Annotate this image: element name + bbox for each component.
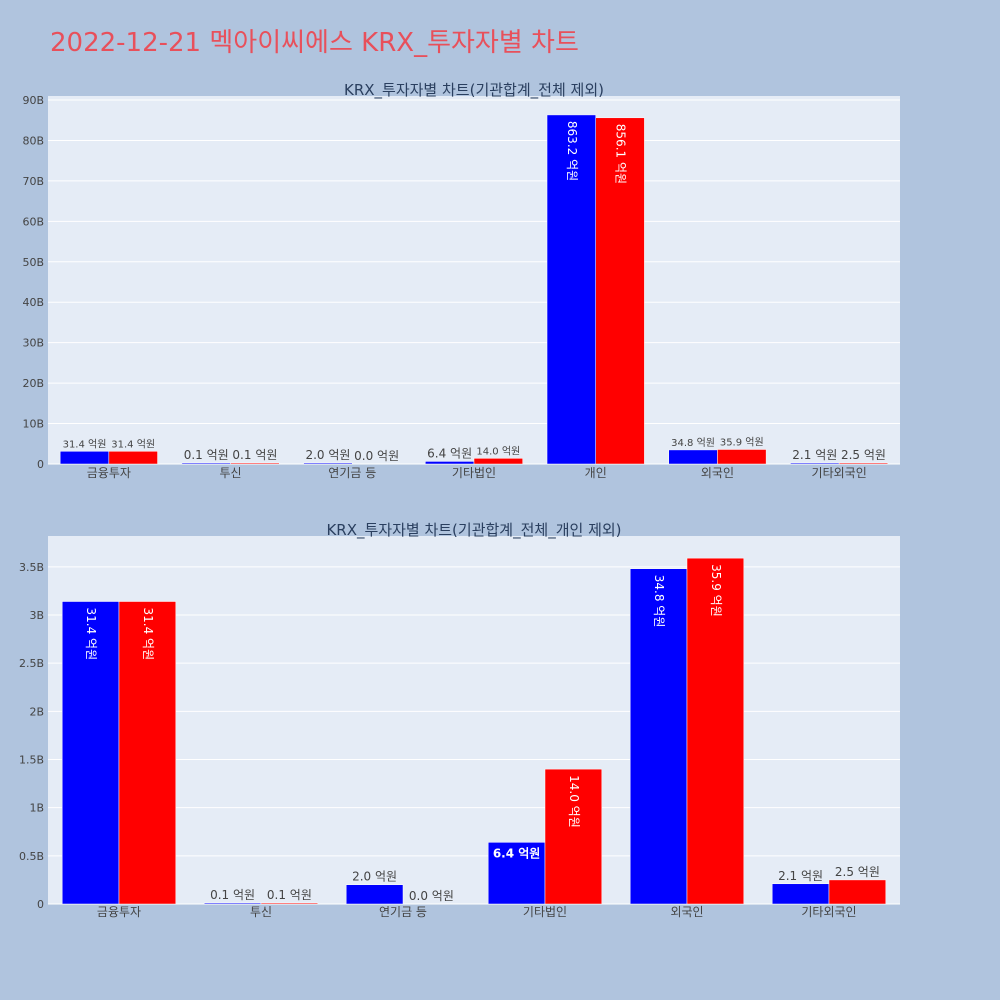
bar-buy — [771, 883, 830, 905]
y-tick-label: 80B — [22, 134, 44, 147]
plot-area — [48, 96, 900, 464]
x-tick-label: 연기금 등 — [328, 466, 376, 480]
plot-area — [48, 536, 900, 904]
bar-sell — [473, 458, 523, 465]
data-label: 0.0 억원 — [409, 889, 454, 903]
data-label: 31.4 억원 — [63, 438, 107, 450]
data-label: 2.5 억원 — [841, 448, 886, 462]
data-label: 6.4 억원 — [493, 846, 541, 860]
y-tick-label: 50B — [22, 256, 44, 269]
y-tick-label: 2B — [29, 705, 44, 718]
x-tick-label: 기타외국인 — [801, 905, 856, 919]
y-tick-label: 0 — [37, 458, 44, 471]
data-label: 34.8 억원 — [652, 575, 666, 628]
bar-buy — [61, 601, 120, 905]
data-label: 2.1 억원 — [792, 448, 837, 462]
bar-buy — [303, 462, 353, 465]
x-tick-label: 개인 — [585, 466, 607, 480]
data-label: 0.1 억원 — [232, 448, 277, 462]
bar-buy — [181, 462, 231, 465]
x-tick-label: 금융투자 — [97, 905, 141, 919]
bar-sell — [595, 117, 645, 465]
bar-buy — [425, 461, 475, 465]
chart-title: KRX_투자자별 차트(기관합계_전체_개인 제외) — [326, 521, 621, 540]
chart-1: 0 10B 20B 30B 40B 50B 60B 70B 80B 90B KRX_투자자별 차트(… — [22, 81, 900, 480]
bar-buy — [668, 449, 718, 465]
y-tick-label: 40B — [22, 296, 44, 309]
bar-sell — [717, 449, 767, 465]
x-tick-label: 금융투자 — [87, 466, 131, 480]
y-tick-label: 1B — [29, 802, 44, 815]
data-label: 2.0 억원 — [305, 448, 350, 462]
data-label: 31.4 억원 — [141, 608, 155, 661]
y-tick-label: 0 — [37, 898, 44, 911]
data-label: 2.0 억원 — [352, 870, 397, 884]
y-tick-label: 2.5B — [19, 657, 44, 670]
data-label: 14.0 억원 — [567, 775, 581, 828]
bar-sell — [118, 601, 177, 905]
y-tick-label: 0.5B — [19, 850, 44, 863]
chart-2: 0 0.5B 1B 1.5B 2B 2.5B 3B 3.5B KRX_투자자별 차트(기관합계_… — [19, 521, 900, 919]
data-label: 31.4 억원 — [84, 608, 98, 661]
x-tick-label: 외국인 — [670, 905, 703, 919]
x-tick-label: 연기금 등 — [379, 905, 427, 919]
data-label: 0.1 억원 — [267, 888, 312, 902]
data-label: 35.9 억원 — [720, 436, 764, 448]
bar-sell — [828, 879, 887, 905]
data-label: 35.9 억원 — [709, 564, 723, 617]
page-title: 2022-12-21 멕아이씨에스 KRX_투자자별 차트 — [50, 28, 579, 58]
bar-buy — [203, 902, 262, 905]
x-tick-label: 외국인 — [701, 466, 734, 480]
y-tick-label: 20B — [22, 377, 44, 390]
y-tick-label: 3B — [29, 609, 44, 622]
y-tick-label: 30B — [22, 337, 44, 350]
y-tick-label: 90B — [22, 94, 44, 107]
y-tick-label: 70B — [22, 175, 44, 188]
x-tick-label: 기타법인 — [452, 466, 496, 480]
bar-buy — [790, 462, 840, 465]
bar-sell — [108, 451, 158, 465]
bar-buy — [59, 451, 110, 465]
y-tick-label: 10B — [22, 418, 44, 431]
data-label: 6.4 억원 — [427, 446, 472, 460]
data-label: 2.1 억원 — [778, 869, 823, 883]
data-label: 856.1 억원 — [614, 124, 628, 184]
bar-sell — [544, 768, 603, 905]
bar-sell — [838, 462, 889, 465]
bar-buy — [629, 568, 688, 905]
x-tick-label: 투신 — [220, 466, 242, 480]
x-tick-label: 기타외국인 — [812, 466, 867, 480]
bar-buy — [345, 884, 404, 905]
bar-sell — [230, 462, 280, 465]
x-tick-label: 투신 — [250, 905, 272, 919]
chart-title: KRX_투자자별 차트(기관합계_전체 제외) — [344, 81, 604, 100]
y-tick-label: 3.5B — [19, 561, 44, 574]
y-tick-label: 60B — [22, 215, 44, 228]
data-label: 0.1 억원 — [210, 888, 255, 902]
data-label: 34.8 억원 — [671, 437, 715, 449]
bar-sell — [686, 557, 745, 905]
data-label: 31.4 억원 — [111, 438, 155, 450]
data-label: 0.0 억원 — [354, 449, 399, 463]
y-tick-label: 1.5B — [19, 753, 44, 766]
bar-sell — [260, 902, 319, 905]
bar-buy — [546, 114, 596, 465]
data-label: 863.2 억원 — [565, 121, 579, 181]
data-label: 2.5 억원 — [835, 865, 880, 879]
data-label: 0.1 억원 — [184, 448, 229, 462]
x-tick-label: 기타법인 — [523, 905, 567, 919]
data-label: 14.0 억원 — [476, 445, 520, 457]
